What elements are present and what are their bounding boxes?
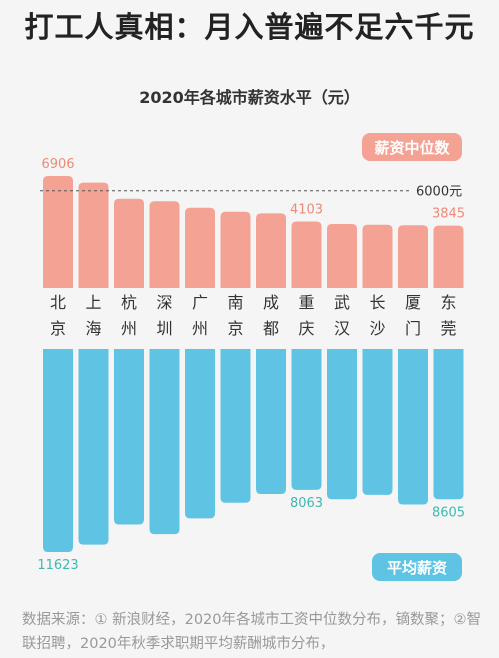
average-legend-label: 平均薪资 [387, 559, 447, 577]
average-bar [433, 349, 464, 500]
city-label: 都 [263, 319, 279, 338]
median-bar [362, 224, 393, 288]
average-bar [220, 349, 251, 503]
average-bar [362, 349, 393, 495]
city-label: 莞 [440, 319, 456, 338]
city-label: 广 [192, 293, 208, 312]
chart-title: 2020年各城市薪资水平（元） [139, 88, 360, 107]
median-bar [43, 176, 73, 288]
city-label: 成 [263, 293, 279, 312]
city-label: 圳 [156, 319, 172, 338]
city-label: 厦 [405, 293, 421, 312]
median-bar [256, 213, 286, 288]
city-label: 上 [85, 293, 101, 312]
median-data-label: 4103 [290, 202, 323, 217]
average-bar [256, 349, 286, 494]
median-bar [185, 207, 215, 288]
city-label: 门 [405, 319, 421, 338]
average-bar [398, 349, 428, 505]
city-label: 京 [50, 319, 66, 338]
average-bar [114, 349, 144, 525]
reference-line-label: 6000元 [416, 185, 462, 200]
median-bar [291, 221, 322, 288]
city-label: 北 [50, 293, 66, 312]
median-bar [327, 223, 357, 288]
city-label: 州 [192, 319, 208, 338]
city-label: 庆 [298, 319, 314, 338]
median-data-label: 3845 [432, 207, 465, 222]
city-label: 杭 [121, 293, 137, 312]
city-label: 武 [334, 293, 350, 312]
average-data-label: 11623 [37, 558, 78, 573]
city-label: 东 [440, 293, 456, 312]
average-bar [327, 349, 357, 500]
median-legend-label: 薪资中位数 [374, 139, 450, 157]
city-label: 重 [298, 293, 314, 312]
median-data-label: 6906 [41, 157, 74, 172]
median-bar [149, 201, 180, 288]
average-legend-pill [372, 553, 462, 581]
city-label: 深 [156, 293, 172, 312]
city-label: 沙 [369, 319, 385, 338]
median-bar [220, 211, 251, 288]
average-bar [185, 349, 215, 519]
city-label: 汉 [334, 319, 350, 338]
source-note: 数据来源：① 新浪财经，2020年各城市工资中位数分布，镝数聚；②智联招聘，20… [22, 612, 482, 652]
median-bar [398, 225, 428, 288]
median-legend-pill [362, 133, 462, 161]
average-data-label: 8605 [432, 505, 465, 520]
average-bar [291, 349, 322, 490]
city-label: 京 [227, 319, 243, 338]
median-bar [114, 198, 144, 288]
median-bar [78, 182, 109, 288]
headline: 打工人真相：月入普遍不足六千元 [24, 10, 475, 44]
city-label: 长 [369, 293, 385, 312]
average-bar [149, 349, 180, 535]
average-bar [43, 349, 73, 552]
city-label: 州 [121, 319, 137, 338]
average-data-label: 8063 [290, 496, 323, 511]
average-bar [78, 349, 109, 545]
city-label: 南 [227, 293, 243, 312]
city-label: 海 [85, 319, 101, 338]
median-bar [433, 225, 464, 288]
